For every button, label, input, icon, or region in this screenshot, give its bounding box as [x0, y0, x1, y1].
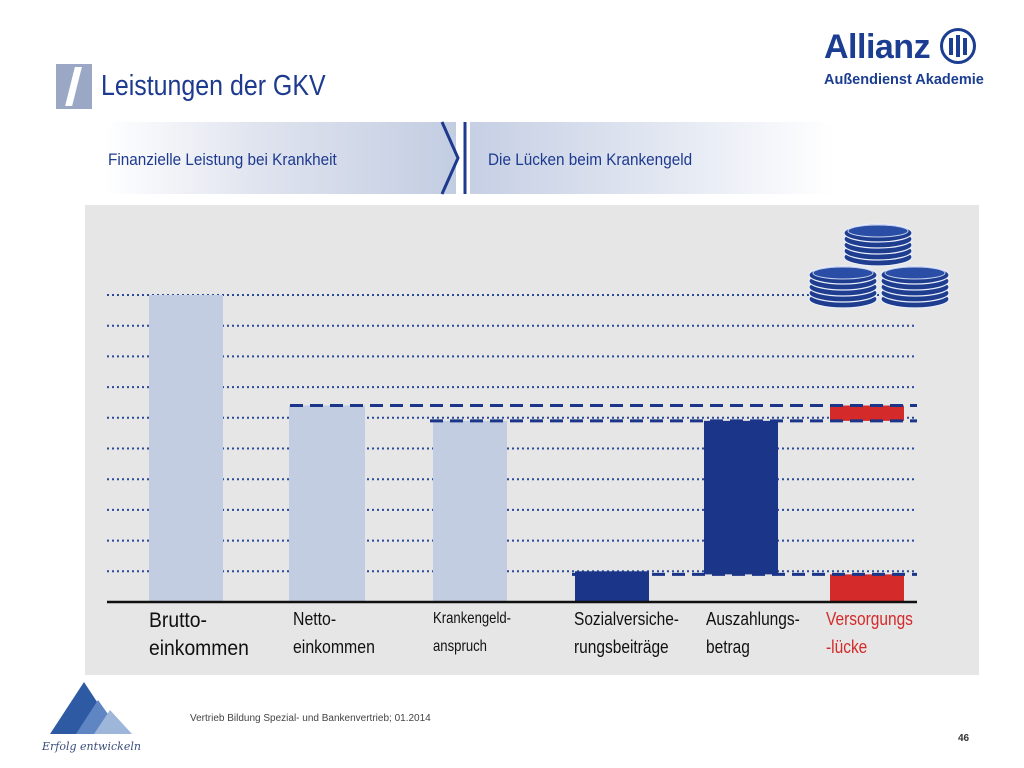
- logo-subtitle: Außendienst Akademie: [824, 72, 984, 88]
- logo-tagline: Erfolg entwickeln: [41, 740, 141, 753]
- page-number: 46: [958, 733, 969, 744]
- coin-face: [813, 267, 873, 279]
- coin-face: [885, 267, 945, 279]
- x-tick-label: Brutto- einkommen: [149, 607, 249, 663]
- allianz-logo: Allianz Außendienst Akademie: [824, 28, 984, 90]
- bar: [433, 421, 507, 602]
- bar: [575, 571, 649, 602]
- x-tick-label: Netto- einkommen: [293, 605, 375, 661]
- bar: [704, 421, 778, 575]
- bar: [830, 406, 904, 421]
- logo-name: Allianz: [824, 28, 930, 67]
- chevron-right-icon: [440, 120, 470, 196]
- page-title: Leistungen der GKV: [101, 70, 326, 103]
- x-tick-label: Auszahlungs- betrag: [706, 605, 800, 661]
- x-tick-label: Versorgungs -lücke: [826, 605, 913, 661]
- title-slash-mark: [56, 64, 92, 109]
- banner-left-text: Finanzielle Leistung bei Krankheit: [108, 150, 337, 170]
- bar: [289, 406, 365, 602]
- coin-face: [848, 225, 908, 237]
- erfolg-logo-icon: Erfolg entwickeln: [40, 672, 160, 754]
- bar: [149, 295, 223, 602]
- allianz-emblem-icon: [940, 28, 976, 64]
- chart-area: Brutto- einkommen Netto- einkommen Kranken…: [85, 205, 979, 675]
- footer-text: Vertrieb Bildung Spezial- und Bankenvert…: [190, 713, 431, 724]
- banner-right-text: Die Lücken beim Krankengeld: [488, 150, 692, 170]
- x-tick-label: Krankengeld- anspruch: [433, 605, 511, 661]
- x-tick-label: Sozialversiche- rungsbeiträge: [574, 605, 679, 661]
- bar: [830, 574, 904, 602]
